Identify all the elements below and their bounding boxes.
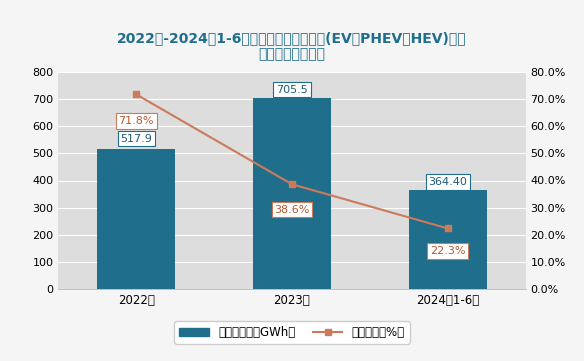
Title: 2022年-2024年1-6月全球登记的电动汽车(EV、PHEV、HEV)电池
装车量及增速情况: 2022年-2024年1-6月全球登记的电动汽车(EV、PHEV、HEV)电池 …	[117, 31, 467, 61]
Text: 71.8%: 71.8%	[119, 116, 154, 126]
Legend: 电池装车量（GWh）, 同比增速（%）: 电池装车量（GWh）, 同比增速（%）	[174, 321, 410, 344]
Text: 517.9: 517.9	[120, 134, 152, 144]
Bar	[409, 190, 486, 289]
Text: 705.5: 705.5	[276, 84, 308, 95]
Bar	[98, 149, 175, 289]
Text: 22.3%: 22.3%	[430, 246, 465, 256]
FancyBboxPatch shape	[58, 72, 526, 289]
Text: 364.40: 364.40	[428, 177, 467, 187]
Text: 38.6%: 38.6%	[274, 205, 310, 214]
Bar	[253, 98, 331, 289]
